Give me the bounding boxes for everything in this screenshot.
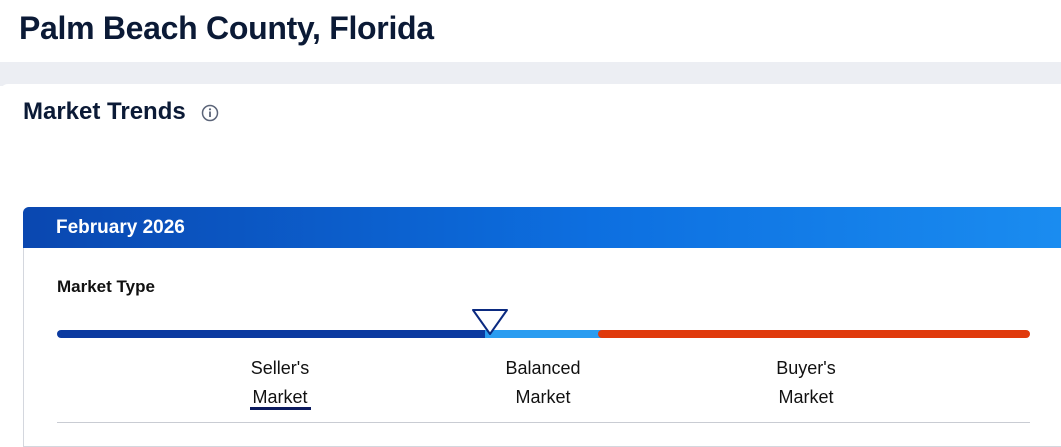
selected-underline — [250, 407, 311, 410]
separator-band — [0, 62, 1061, 86]
market-option[interactable]: Buyer's Market — [746, 354, 866, 412]
card-header — [23, 207, 1061, 248]
gauge-marker — [472, 309, 508, 335]
section-title: Market Trends — [23, 98, 186, 125]
market-option[interactable]: Balanced Market — [483, 354, 603, 412]
info-icon[interactable] — [201, 104, 219, 122]
divider — [57, 422, 1030, 423]
market-gauge — [57, 309, 1030, 338]
option-text: Seller's Market — [250, 358, 310, 407]
option-text: Balanced Market — [505, 358, 581, 407]
market-option[interactable]: Seller's Market — [220, 354, 340, 412]
market-type-label: Market Type — [57, 277, 155, 296]
page-title: Palm Beach County, Florida — [19, 10, 434, 46]
panel — [0, 84, 1061, 441]
period: February 2026 — [56, 217, 185, 238]
option-text: Buyer's Market — [776, 358, 836, 407]
